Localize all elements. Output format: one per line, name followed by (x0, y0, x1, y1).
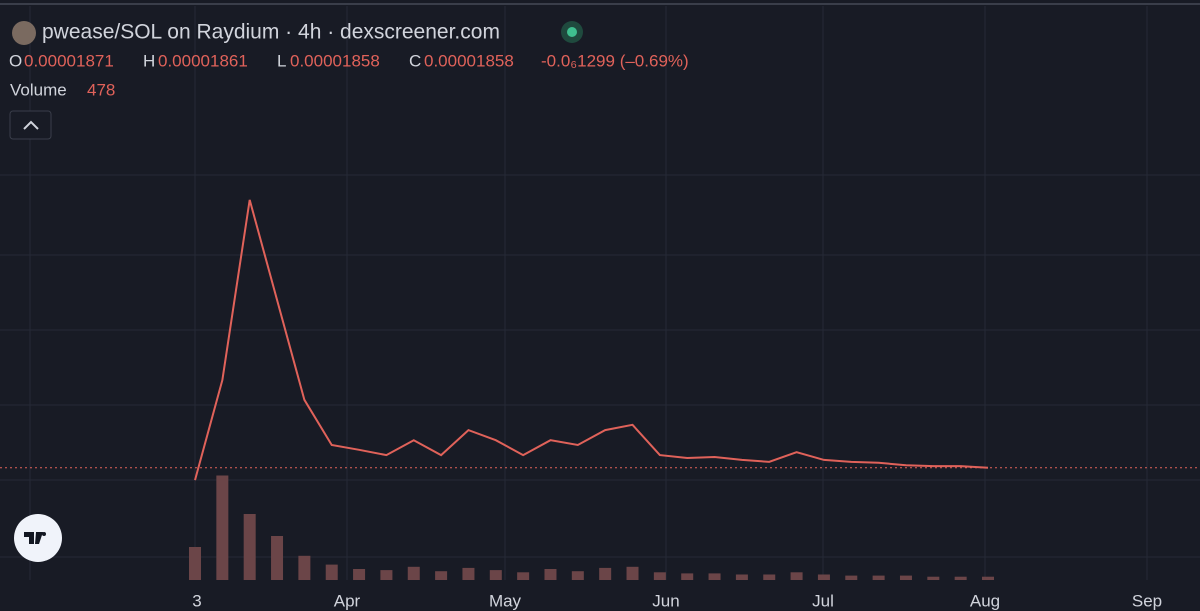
token-icon (12, 21, 36, 45)
price-line (194, 199, 989, 481)
x-tick-label: May (489, 591, 522, 610)
volume-bar (599, 567, 612, 580)
change: -0.0₆1299 (–0.69%) (541, 51, 689, 70)
volume-label: Volume (10, 80, 67, 99)
volume-bar (325, 564, 338, 580)
ohlc-value: 0.00001871 (24, 51, 114, 70)
volume-bar (763, 574, 776, 580)
grid (0, 6, 1200, 580)
x-tick-label: 3 (192, 591, 201, 610)
volume-bar (872, 575, 885, 580)
collapse-button[interactable] (9, 110, 52, 140)
ohlc-value: 0.00001858 (424, 51, 514, 70)
volume-bar (462, 567, 475, 580)
ohlc-value: 0.00001861 (158, 51, 248, 70)
x-tick-label: Jul (812, 591, 834, 610)
logo-mark[interactable] (24, 532, 43, 544)
volume-bar (735, 574, 748, 580)
ohlc-label: C (409, 51, 421, 70)
volume-bar (982, 576, 994, 580)
x-tick-label: Jun (652, 591, 679, 610)
logo-dot[interactable] (42, 532, 46, 536)
volume-bar (571, 571, 584, 580)
ohlc-label: H (143, 51, 155, 70)
volume-bar (954, 576, 967, 580)
volume-bar (817, 574, 830, 580)
volume-bar (845, 575, 858, 580)
volume-bar (517, 572, 530, 580)
volume-bar (681, 573, 694, 580)
button-frame[interactable] (9, 110, 52, 140)
ohlc-value: 0.00001858 (290, 51, 380, 70)
volume-bar (407, 566, 420, 580)
volume-value: 478 (87, 80, 115, 99)
ohlc-label: L (277, 51, 286, 70)
volume-bar (435, 571, 448, 580)
x-tick-label: Sep (1132, 591, 1162, 610)
volume-bar (353, 569, 366, 580)
volume-bar (790, 572, 803, 580)
volume-bar (927, 576, 940, 580)
volume-bar (653, 572, 666, 580)
title: pwease/SOL on Raydium · 4h · dexscreener… (42, 21, 500, 44)
volume-bar (899, 575, 912, 580)
tv-logo[interactable] (14, 514, 62, 562)
x-tick-label: Aug (970, 591, 1000, 610)
volume-bar (243, 514, 256, 580)
ohlc-label: O (9, 51, 22, 70)
volume-bar (189, 547, 201, 580)
volume-bar (216, 475, 229, 580)
volume-bar (544, 569, 557, 580)
volume-bar (380, 570, 393, 580)
volume-bar (708, 573, 721, 580)
volume-bar (489, 570, 502, 580)
x-tick-label: Apr (334, 591, 361, 610)
volume-bar (298, 555, 311, 580)
caret-icon[interactable] (23, 120, 39, 130)
volume-bar (271, 536, 284, 580)
status-dot (567, 27, 577, 37)
volume-bar (626, 566, 639, 580)
